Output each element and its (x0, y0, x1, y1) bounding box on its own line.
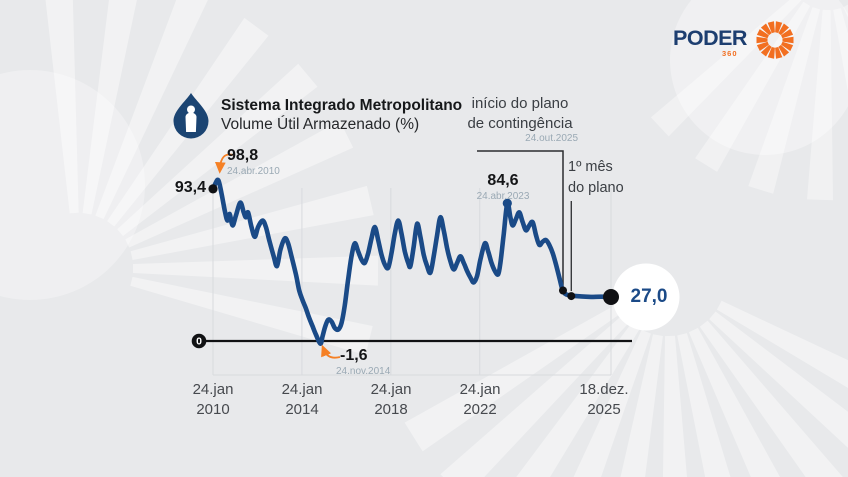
x-axis-tick-2018: 24.jan 2018 (370, 381, 412, 418)
annotation-peak-2010: 98,8 24.abr.2010 (227, 147, 280, 177)
x-axis-tick-2025: 18.dez. 2025 (579, 381, 629, 418)
dot-plan_start (559, 286, 567, 295)
poder360-logo: PODER 360 (673, 20, 798, 62)
chart-gridlines (212, 188, 612, 376)
annotation-peak-2023: 84,6 24.abr.2023 (476, 172, 530, 202)
annotation-low-2014: -1,6 24.nov.2014 (336, 347, 391, 377)
annotation-start: 93,4 (174, 179, 206, 196)
dot-start (208, 184, 218, 194)
zero-badge (191, 333, 207, 349)
chart-title-block: Sistema Integrado Metropolitano Volume Ú… (221, 97, 462, 134)
first-month-label: 1º mês do plano (568, 159, 624, 196)
arrow-to-peak-2010 (214, 153, 234, 174)
chart-subtitle: Volume Útil Armazenado (%) (221, 115, 420, 133)
poder360-logo-wordmark: PODER (673, 26, 747, 50)
key-point-dots (208, 184, 619, 305)
zero-badge-label: 0 (196, 336, 202, 348)
poder360-logo-360: 360 (722, 49, 738, 58)
x-axis-tick-2022: 24.jan 2022 (459, 381, 501, 418)
arrow-to-low-2014 (321, 344, 341, 359)
volume-series-line (210, 177, 614, 346)
x-axis-tick-2014: 24.jan 2014 (281, 381, 323, 418)
contingency-annotation-lines (477, 150, 572, 292)
contingency-date: 24.out.2025 (525, 133, 578, 144)
dot-end (603, 289, 619, 305)
contingency-label: início do plano de contingência (467, 95, 573, 132)
water-drop-person-icon (173, 93, 209, 139)
annotation-end-value: 27,0 (630, 286, 668, 307)
end-value-halo-circle (612, 263, 680, 331)
chart-title: Sistema Integrado Metropolitano (221, 97, 463, 114)
x-axis-tick-2010: 24.jan 2010 (192, 381, 234, 418)
poder360-sunburst-icon (756, 21, 794, 59)
dot-peak_2023 (502, 198, 512, 208)
dot-first_month (567, 292, 576, 301)
